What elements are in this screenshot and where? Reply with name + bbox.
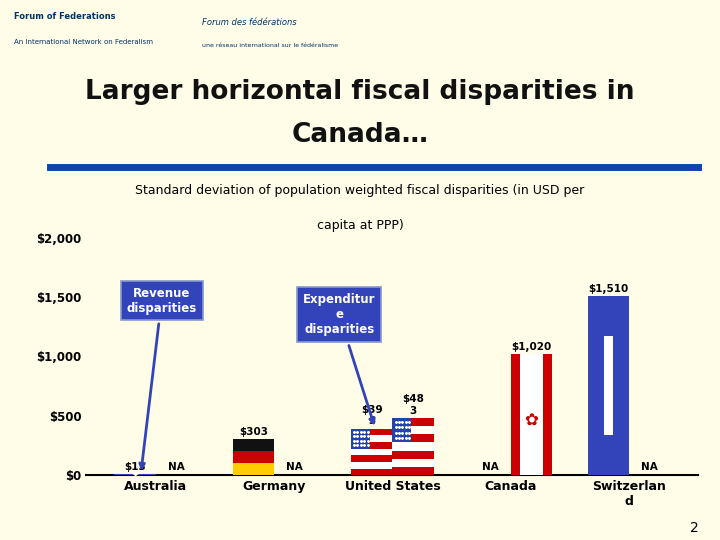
Bar — [604, 336, 613, 435]
Bar — [114, 474, 156, 475]
Text: Forum of Federations: Forum of Federations — [14, 12, 116, 21]
Text: NA: NA — [482, 462, 498, 472]
Text: Canada…: Canada… — [292, 122, 428, 148]
Bar — [351, 469, 392, 475]
Text: $13: $13 — [124, 462, 146, 471]
Bar — [543, 354, 552, 475]
Bar — [351, 442, 392, 449]
Text: NA: NA — [168, 462, 185, 472]
Bar — [351, 429, 392, 475]
Bar — [510, 354, 552, 475]
Text: Revenue
disparities: Revenue disparities — [127, 287, 197, 468]
Bar — [392, 418, 434, 426]
Text: $48
3: $48 3 — [402, 394, 424, 416]
Text: une réseau international sur le fédéralisme: une réseau international sur le fédérali… — [202, 43, 338, 48]
Bar — [588, 296, 629, 475]
Bar — [351, 462, 392, 469]
Bar — [351, 429, 369, 449]
Text: 2: 2 — [690, 521, 698, 535]
Bar — [392, 459, 434, 467]
Bar — [392, 418, 411, 442]
Text: capita at PPP): capita at PPP) — [317, 219, 403, 232]
Bar — [233, 451, 274, 463]
Text: ✦: ✦ — [130, 469, 140, 480]
Bar — [351, 435, 392, 442]
Bar — [392, 418, 434, 475]
Bar — [351, 455, 392, 462]
Bar — [351, 449, 392, 455]
Bar — [233, 439, 274, 451]
Text: Standard deviation of population weighted fiscal disparities (in USD per: Standard deviation of population weighte… — [135, 184, 585, 197]
Text: An International Network on Federalism: An International Network on Federalism — [14, 39, 153, 45]
Bar — [510, 354, 520, 475]
Bar — [351, 429, 392, 435]
Bar — [392, 434, 434, 442]
Bar — [392, 426, 434, 434]
Text: $39
3: $39 3 — [361, 405, 382, 427]
Text: Expenditur
e
disparities: Expenditur e disparities — [303, 293, 375, 423]
Text: $1,510: $1,510 — [588, 284, 629, 294]
Text: Larger horizontal fiscal disparities in: Larger horizontal fiscal disparities in — [85, 79, 635, 105]
Bar — [233, 463, 274, 475]
Bar — [392, 450, 434, 459]
Text: $303: $303 — [239, 427, 268, 437]
Text: ✿: ✿ — [525, 411, 539, 430]
Bar — [392, 467, 434, 475]
Bar — [392, 442, 434, 450]
Bar — [233, 439, 274, 475]
Bar — [520, 354, 543, 475]
Text: $1,020: $1,020 — [511, 342, 552, 352]
Text: NA: NA — [642, 462, 658, 472]
Text: NA: NA — [287, 462, 303, 472]
Text: Forum des fédérations: Forum des fédérations — [202, 18, 296, 27]
